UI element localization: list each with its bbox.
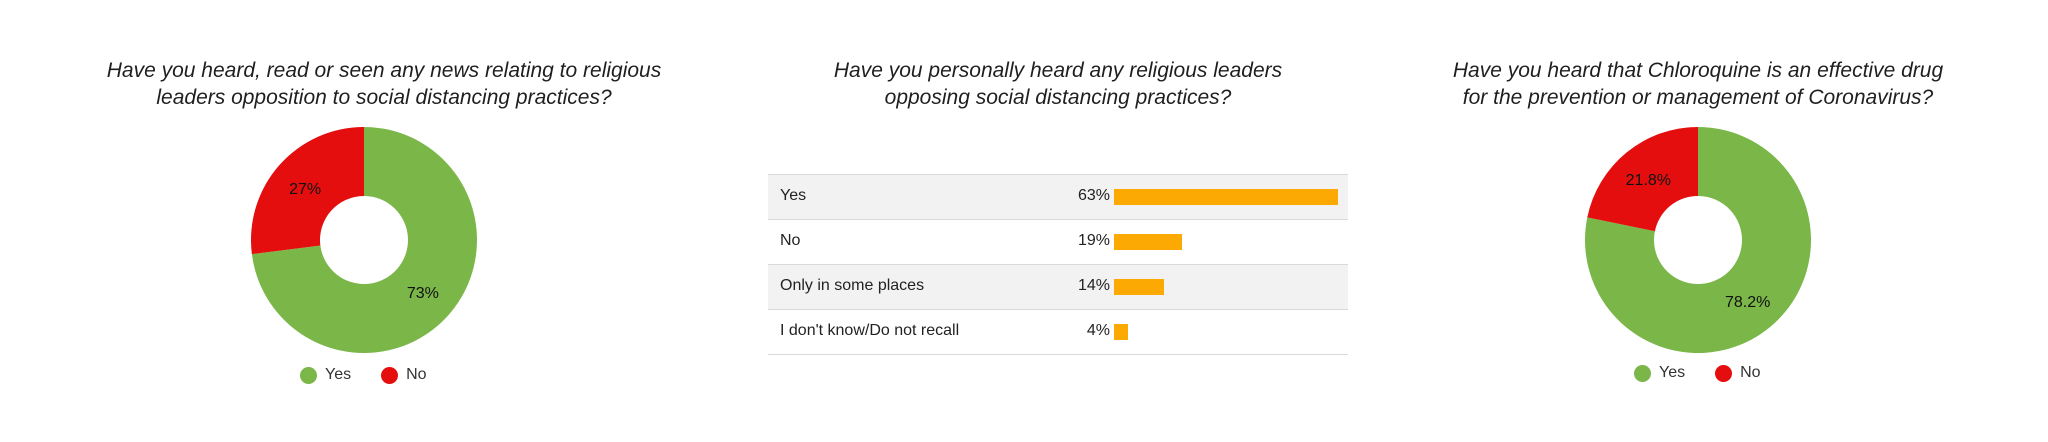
bar-chart-table: Yes 63% No 19% Only in some places 14% I…	[768, 174, 1348, 355]
legend-swatch-no	[1715, 364, 1733, 382]
chart-title-line: Have you heard that Chloroquine is an ef…	[1452, 59, 1944, 82]
legend-label: Yes	[325, 366, 352, 383]
bar-value-label: 14%	[1077, 277, 1110, 294]
legend-label: Yes	[1659, 364, 1686, 381]
bar-mark	[1114, 189, 1338, 205]
bar-row: Yes 63%	[768, 175, 1348, 220]
donut-slice-no	[251, 127, 364, 255]
bar-category-label: Yes	[780, 187, 807, 204]
bar-value-label: 63%	[1077, 187, 1110, 204]
donut-chart: 73% 27%	[251, 127, 477, 353]
bar-category-label: Only in some places	[780, 277, 925, 294]
bar-row: I don't know/Do not recall 4%	[768, 310, 1348, 355]
donut-slice-label: 78.2%	[1725, 294, 1770, 311]
chart-panel-personally-heard: Have you personally heard any religious …	[768, 0, 1348, 442]
donut-slice-no	[1587, 127, 1698, 232]
bar-row: Only in some places 14%	[768, 265, 1348, 310]
donut-slice-label: 27%	[289, 181, 321, 198]
chart-legend: Yes No	[1634, 364, 1761, 382]
legend-swatch-yes	[1634, 364, 1651, 382]
bar-value-label: 19%	[1077, 232, 1110, 249]
chart-legend: Yes No	[300, 366, 427, 384]
legend-item-no[interactable]: No	[1715, 364, 1761, 382]
donut-slice-yes	[1585, 127, 1811, 353]
legend-item-no[interactable]: No	[381, 366, 427, 384]
chart-title-line: Have you personally heard any religious …	[833, 59, 1283, 82]
legend-swatch-yes	[300, 366, 317, 384]
donut-slice-label: 73%	[407, 285, 439, 302]
bar-mark	[1114, 279, 1164, 295]
chart-panel-chloroquine: Have you heard that Chloroquine is an ef…	[1348, 0, 2048, 442]
bar-mark	[1114, 234, 1182, 250]
bar-row: No 19%	[768, 220, 1348, 265]
chart-title-line: Have you heard, read or seen any news re…	[106, 59, 662, 82]
chart-title: Have you heard, read or seen any news re…	[0, 57, 768, 111]
legend-item-yes[interactable]: Yes	[1634, 364, 1685, 382]
chart-title-line: opposing social distancing practices?	[884, 86, 1232, 109]
donut-slice-yes	[251, 127, 477, 353]
chart-panel-religious-news: Have you heard, read or seen any news re…	[0, 0, 768, 442]
legend-item-yes[interactable]: Yes	[300, 366, 351, 384]
bar-category-label: No	[780, 232, 801, 249]
legend-swatch-no	[381, 366, 399, 384]
bar-category-label: I don't know/Do not recall	[780, 322, 960, 339]
donut-chart: 78.2% 21.8%	[1585, 127, 1811, 353]
chart-title-line: leaders opposition to social distancing …	[156, 86, 612, 109]
legend-label: No	[406, 366, 427, 383]
chart-title-line: for the prevention or management of Coro…	[1462, 86, 1934, 109]
bar-mark	[1114, 324, 1129, 340]
chart-title: Have you personally heard any religious …	[768, 57, 1348, 111]
donut-slice-label: 21.8%	[1626, 172, 1671, 189]
chart-title: Have you heard that Chloroquine is an ef…	[1348, 57, 2048, 111]
bar-value-label: 4%	[1086, 322, 1110, 339]
legend-label: No	[1740, 364, 1761, 381]
